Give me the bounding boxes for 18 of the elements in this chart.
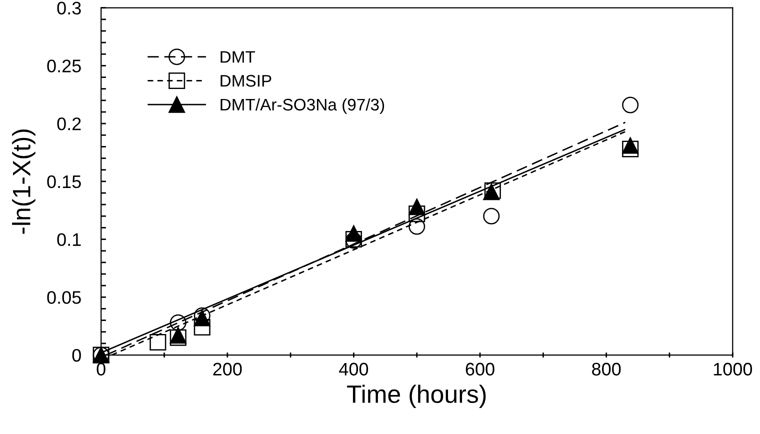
y-tick-label: 0 bbox=[72, 348, 81, 362]
y-tick-label: 0.25 bbox=[47, 60, 81, 72]
y-axis-title: -ln(1-X(t)) bbox=[12, 129, 36, 234]
x-axis-title: Time (hours) bbox=[347, 384, 486, 408]
legend-label: DMT/Ar-SO3Na (97/3) bbox=[220, 98, 384, 114]
x-tick-label: 800 bbox=[592, 362, 621, 376]
y-tick-label: 0.05 bbox=[47, 291, 81, 304]
legend-label: DMT bbox=[220, 51, 256, 63]
y-tick-label: 0.15 bbox=[47, 175, 81, 188]
x-tick-label: 400 bbox=[339, 362, 368, 376]
x-tick-label: 0 bbox=[96, 362, 106, 376]
legend-label: DMSIP bbox=[220, 74, 272, 87]
x-tick-label: 1000 bbox=[714, 362, 752, 376]
x-tick-label: 200 bbox=[213, 362, 242, 376]
y-tick-label: 0.3 bbox=[57, 2, 81, 15]
x-tick-label: 600 bbox=[466, 362, 494, 376]
y-tick-label: 0.1 bbox=[57, 233, 81, 246]
y-tick-label: 0.2 bbox=[57, 117, 81, 130]
